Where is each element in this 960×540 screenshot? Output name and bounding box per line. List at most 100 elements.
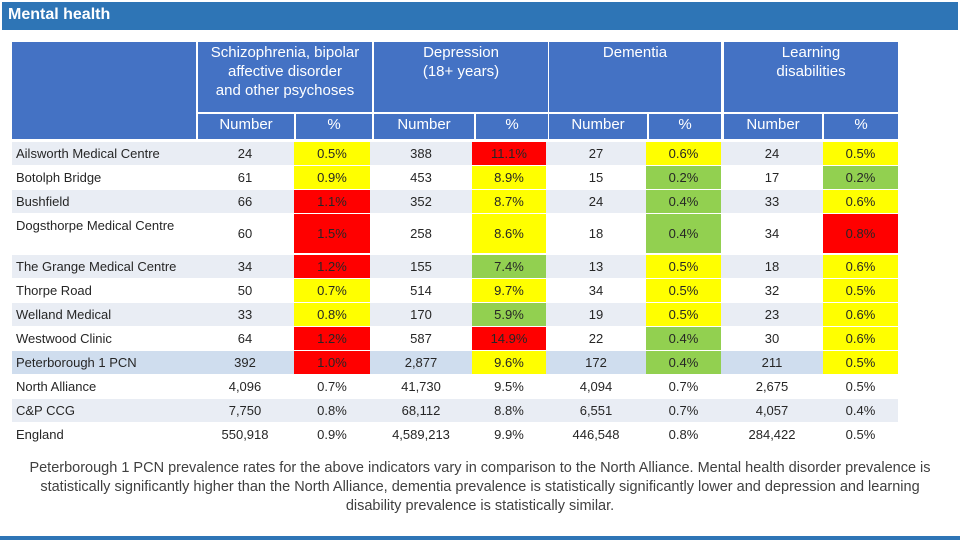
table-row: Thorpe Road 50 0.7% 514 9.7% 34 0.5% 32 0.5% [12, 279, 898, 302]
practice-name: North Alliance [16, 379, 97, 394]
practice-name: England [16, 427, 64, 442]
number-cell: 446,548 [572, 427, 620, 442]
number-cell: 41,730 [401, 379, 441, 394]
header-depression: Depression (18+ years) [374, 42, 548, 112]
percent-cell: 0.8% [317, 403, 347, 418]
number-cell: 33 [237, 307, 253, 322]
percent-cell: 0.6% [823, 303, 898, 326]
number-cell: 453 [410, 170, 432, 185]
percent-cell: 0.4% [646, 214, 721, 253]
percent-cell: 0.5% [646, 255, 721, 278]
number-cell: 50 [237, 283, 253, 298]
subheader-percent: % [476, 114, 548, 139]
number-cell: 24 [237, 146, 253, 161]
table-row: Welland Medical 33 0.8% 170 5.9% 19 0.5% 23 0.6% [12, 303, 898, 326]
number-cell: 64 [237, 331, 253, 346]
number-cell: 23 [764, 307, 780, 322]
table-row: C&P CCG 7,750 0.8% 68,112 8.8% 6,551 0.7% 4,057… [12, 399, 898, 422]
percent-cell: 0.7% [294, 279, 370, 302]
percent-cell: 0.5% [823, 351, 898, 374]
practice-name: Bushfield [16, 194, 70, 209]
percent-cell: 0.4% [646, 190, 721, 213]
number-cell: 22 [588, 331, 604, 346]
percent-cell: 0.4% [845, 403, 876, 418]
table-row: The Grange Medical Centre 34 1.2% 155 7.4% 13… [12, 255, 898, 278]
slide-title: Mental health [2, 2, 958, 30]
number-cell: 24 [764, 146, 780, 161]
number-cell: 13 [588, 259, 604, 274]
number-cell: 19 [588, 307, 604, 322]
number-cell: 34 [237, 259, 253, 274]
number-cell: 2,877 [404, 355, 438, 370]
table-row: Botolph Bridge 61 0.9% 453 8.9% 15 0.2% 17 0.2% [12, 166, 898, 189]
percent-cell: 8.8% [494, 403, 524, 418]
practice-name: Welland Medical [16, 307, 112, 322]
number-cell: 4,057 [755, 403, 789, 418]
number-cell: 284,422 [748, 427, 796, 442]
number-cell: 32 [764, 283, 780, 298]
number-cell: 155 [410, 259, 432, 274]
percent-cell: 7.4% [472, 255, 546, 278]
number-cell: 550,918 [221, 427, 269, 442]
percent-cell: 0.6% [646, 142, 721, 165]
table-row: Ailsworth Medical Centre 24 0.5% 388 11.1% 27… [12, 142, 898, 165]
number-cell: 388 [410, 146, 432, 161]
percent-cell: 1.5% [294, 214, 370, 253]
number-cell: 170 [410, 307, 432, 322]
table-row: Bushfield 66 1.1% 352 8.7% 24 0.4% 33 0.6% [12, 190, 898, 213]
number-cell: 61 [237, 170, 253, 185]
percent-cell: 8.9% [472, 166, 546, 189]
number-cell: 587 [410, 331, 432, 346]
number-cell: 258 [410, 226, 432, 241]
number-cell: 18 [588, 226, 604, 241]
number-cell: 34 [764, 226, 780, 241]
subheader-number: Number [724, 114, 822, 139]
practice-name: Ailsworth Medical Centre [16, 146, 160, 161]
percent-cell: 5.9% [472, 303, 546, 326]
practice-name: The Grange Medical Centre [16, 259, 177, 274]
percent-cell: 0.7% [668, 403, 699, 418]
table-header-corner [12, 42, 196, 139]
percent-cell: 11.1% [472, 142, 546, 165]
percent-cell: 9.7% [472, 279, 546, 302]
number-cell: 172 [585, 355, 607, 370]
header-psychoses: Schizophrenia, bipolar affective disorde… [198, 42, 372, 112]
header-dementia: Dementia [549, 42, 721, 112]
percent-cell: 0.9% [317, 427, 347, 442]
percent-cell: 0.2% [823, 166, 898, 189]
percent-cell: 0.6% [823, 190, 898, 213]
practice-name: Westwood Clinic [16, 331, 112, 346]
percent-cell: 0.8% [294, 303, 370, 326]
practice-name: Thorpe Road [16, 283, 92, 298]
percent-cell: 0.5% [823, 279, 898, 302]
number-cell: 15 [588, 170, 604, 185]
number-cell: 34 [588, 283, 604, 298]
subheader-number: Number [549, 114, 647, 139]
table-row: Westwood Clinic 64 1.2% 587 14.9% 22 0.4% 30 0.6… [12, 327, 898, 350]
number-cell: 68,112 [401, 403, 441, 418]
number-cell: 4,589,213 [392, 427, 450, 442]
percent-cell: 0.6% [823, 255, 898, 278]
percent-cell: 0.6% [823, 327, 898, 350]
percent-cell: 0.5% [845, 379, 876, 394]
summary-text: Peterborough 1 PCN prevalence rates for … [29, 460, 931, 514]
percent-cell: 0.9% [294, 166, 370, 189]
number-cell: 17 [764, 170, 780, 185]
number-cell: 18 [764, 259, 780, 274]
practice-name: Dogsthorpe Medical Centre [16, 218, 175, 233]
number-cell: 6,551 [579, 403, 613, 418]
percent-cell: 0.2% [646, 166, 721, 189]
table-row: Dogsthorpe Medical Centre 60 1.5% 258 8.6% 18… [12, 214, 898, 253]
practice-name: Botolph Bridge [16, 170, 102, 185]
percent-cell: 9.5% [494, 379, 524, 394]
subheader-percent: % [296, 114, 372, 139]
percent-cell: 0.7% [668, 379, 699, 394]
number-cell: 30 [764, 331, 780, 346]
percent-cell: 0.4% [646, 327, 721, 350]
table-row: Peterborough 1 PCN 392 1.0% 2,877 9.6% 172 0.4… [12, 351, 898, 374]
percent-cell: 1.2% [294, 327, 370, 350]
table-row: England 550,918 0.9% 4,589,213 9.9% 446,548 0.… [12, 423, 898, 446]
number-cell: 4,096 [228, 379, 262, 394]
percent-cell: 0.7% [317, 379, 347, 394]
percent-cell: 1.0% [294, 351, 370, 374]
